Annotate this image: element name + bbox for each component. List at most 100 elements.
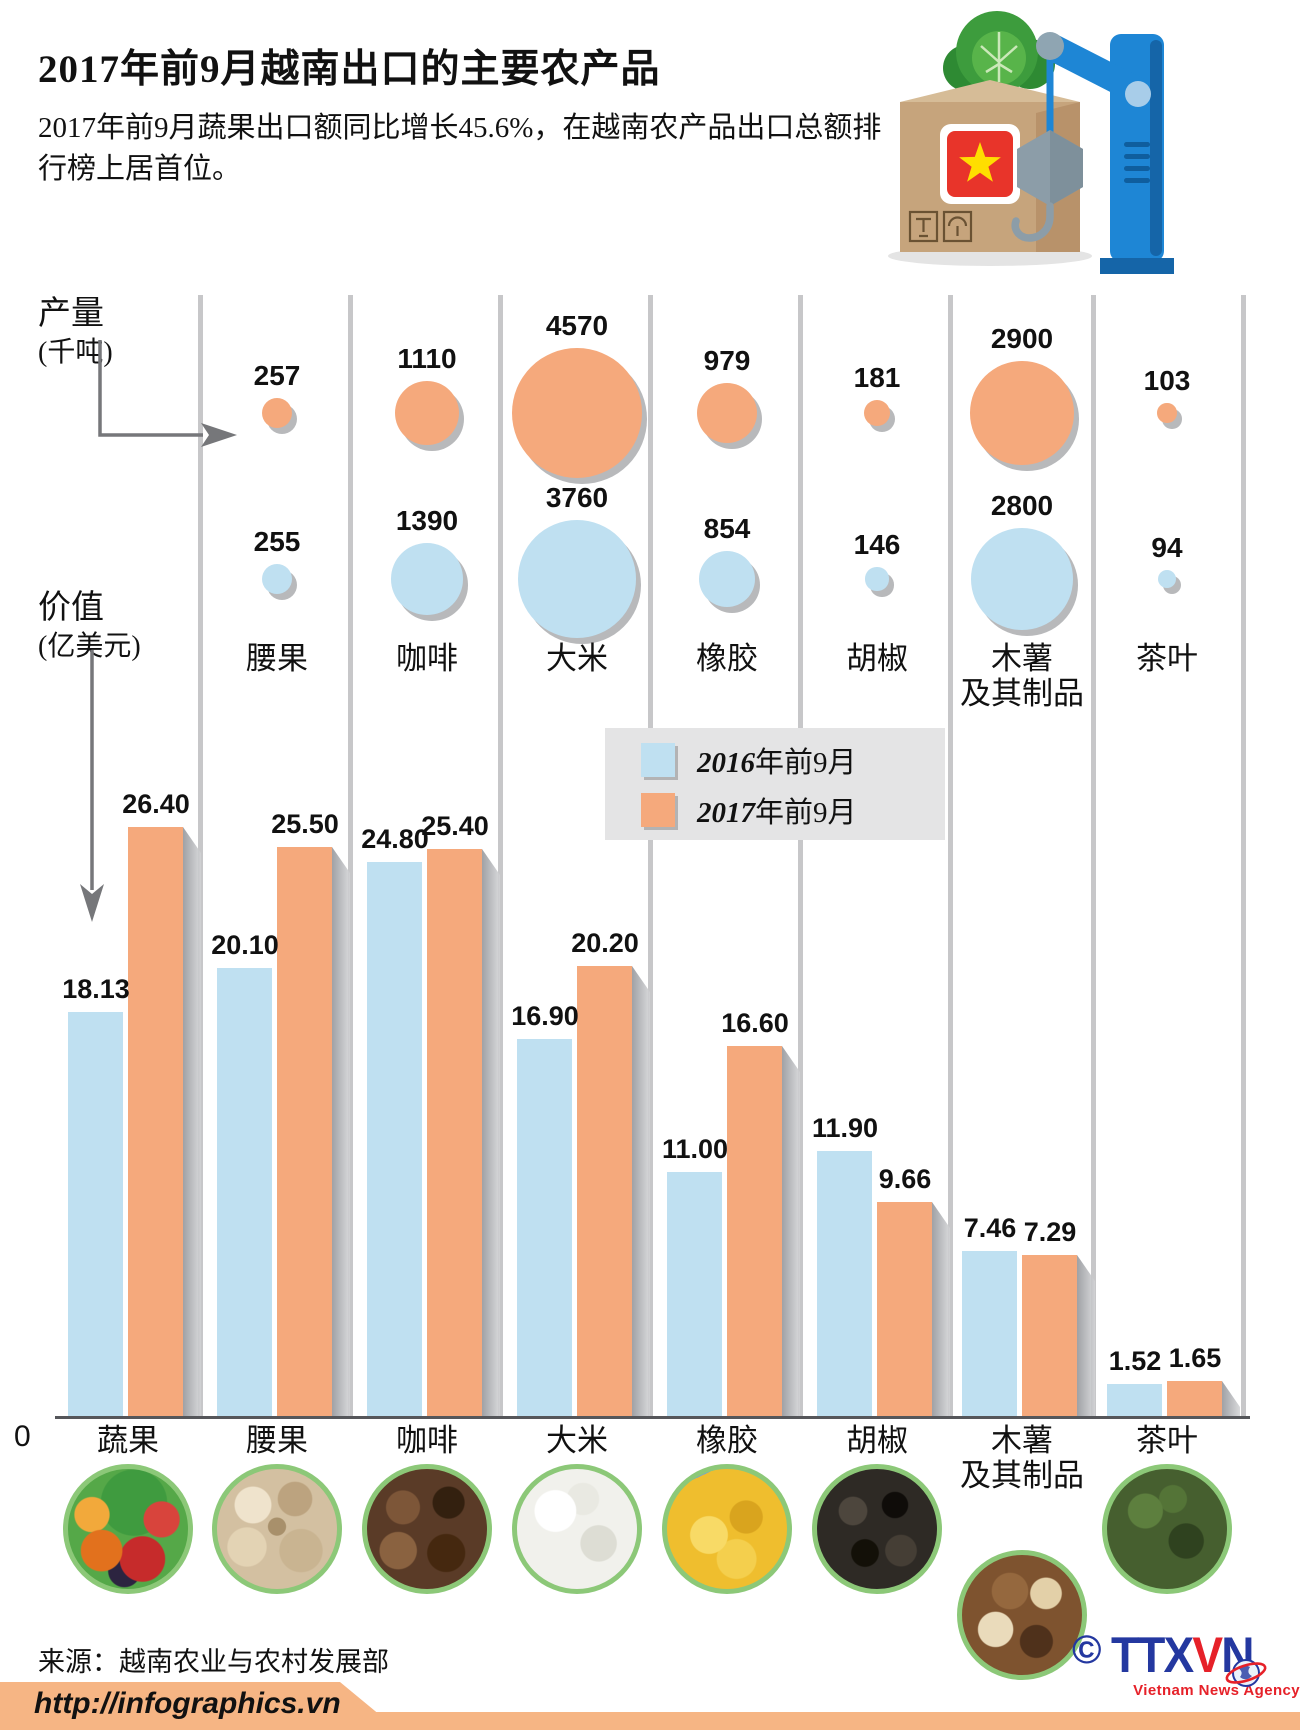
bar-shadow [1222,1381,1240,1418]
x-axis-category-label: 大米 [546,1423,608,1458]
production-bubble-2016 [971,528,1073,630]
bar-2016 [817,1151,872,1418]
product-photo-6 [812,1464,942,1594]
x-axis-category-label: 咖啡 [396,1423,458,1458]
vietnam-flag-icon [940,124,1020,204]
x-axis-category-label: 腰果 [246,1423,308,1458]
bar-value-2017: 26.40 [122,789,190,819]
bar-value-2016: 7.46 [963,1213,1017,1243]
bar-shadow [932,1202,950,1418]
bar-value-2016: 18.13 [62,974,130,1004]
bar-value-2017: 1.65 [1168,1343,1222,1373]
product-photo-3 [362,1464,492,1594]
production-arrow [98,340,237,447]
product-photo-7 [957,1550,1087,1680]
product-photo-5 [662,1464,792,1594]
production-value-2017: 979 [703,344,751,376]
bar-shadow [482,849,500,1418]
legend-item-2016: 2016年前9月 [641,742,857,779]
bar-shadow [332,847,350,1418]
bar-value-2017: 16.60 [721,1008,789,1038]
y-axis-zero-label: 0 [14,1420,31,1453]
globe-icon [1225,1659,1267,1687]
x-axis-category-label: 木薯 及其制品 [960,1423,1084,1493]
production-bubble-2016 [261,563,293,595]
bar-2017 [277,847,332,1418]
production-bubble-2017 [864,400,890,426]
bar-value-2016: 11.00 [661,1134,729,1164]
crane-icon [1011,32,1174,274]
page-title: 2017年前9月越南出口的主要农产品 [38,48,661,91]
page-subtitle: 2017年前9月蔬果出口额同比增长45.6%，在越南农产品出口总额排行榜上居首位… [38,112,882,186]
x-axis-category-label: 胡椒 [846,1423,908,1458]
production-bubble-2017 [395,381,459,445]
bubble-category-label: 腰果 [246,641,308,676]
production-value-2016: 1390 [395,505,459,537]
bar-2017 [727,1046,782,1418]
bubble-category-label: 橡胶 [696,641,758,676]
bar-value-2016: 11.90 [811,1113,879,1143]
bar-2017 [577,966,632,1418]
copyright-icon: © [1072,1628,1102,1672]
bar-value-2016: 20.10 [211,930,279,960]
bar-value-2017: 25.40 [421,811,489,841]
production-value-2016: 2800 [990,490,1054,522]
fragile-icons [908,210,973,243]
bar-value-2016: 16.90 [511,1001,579,1031]
production-bubble-2016 [1157,569,1177,589]
product-photo-8 [1102,1464,1232,1594]
bar-2017 [1167,1381,1222,1418]
footer-strip [0,1712,1300,1730]
legend: 2016年前9月 2017年前9月 [605,728,945,840]
production-bubble-2017 [696,382,758,444]
legend-swatch-2017 [641,793,675,827]
bubble-category-label: 胡椒 [846,641,908,676]
bar-value-2016: 1.52 [1108,1346,1162,1376]
x-axis-category-label: 蔬果 [97,1423,159,1458]
production-bubble-2017 [1157,403,1177,423]
value-axis-label-line1: 价值 [38,590,104,626]
bar-value-2017: 20.20 [571,928,639,958]
production-value-2016: 255 [253,525,301,557]
production-bubble-2016 [391,543,463,615]
bar-2016 [217,968,272,1418]
production-value-2017: 1110 [397,343,457,375]
column-divider [948,295,953,1418]
production-value-2016: 94 [1151,531,1183,563]
website-url: http://infographics.vn [34,1687,341,1720]
column-divider [1091,295,1096,1418]
production-bubble-2017 [970,361,1074,465]
bubble-category-label: 咖啡 [396,641,458,676]
agency-name: Vietnam News Agency [1133,1682,1300,1699]
bar-2016 [68,1012,123,1418]
bar-shadow [782,1046,800,1418]
bar-2016 [962,1251,1017,1418]
bar-value-2017: 7.29 [1023,1217,1077,1247]
production-value-2017: 181 [853,362,901,394]
legend-label-2017: 2017年前9月 [697,797,857,829]
product-photo-1 [63,1464,193,1594]
bar-value-2016: 24.80 [361,824,429,854]
column-divider [348,295,353,1418]
value-axis-label: 价值 (亿美元) [38,588,141,664]
production-value-2017: 2900 [990,323,1054,355]
production-value-2016: 146 [853,529,901,561]
production-bubble-2016 [698,550,756,608]
ttxvn-letters: TTXVN [1111,1627,1254,1683]
x-axis-category-label: 茶叶 [1136,1423,1198,1458]
production-bubble-2017 [512,348,642,478]
bar-2016 [517,1039,572,1418]
bar-2017 [877,1202,932,1418]
bar-2017 [1022,1255,1077,1418]
bar-2017 [427,849,482,1418]
bar-2017 [128,827,183,1418]
bar-value-2017: 25.50 [271,809,339,839]
production-value-2016: 854 [703,512,751,544]
bar-shadow [183,827,201,1418]
product-photo-4 [512,1464,642,1594]
bubble-category-label: 茶叶 [1136,641,1198,676]
production-value-2017: 4570 [545,310,609,342]
bar-shadow [632,966,650,1418]
production-bubble-2016 [518,520,636,638]
